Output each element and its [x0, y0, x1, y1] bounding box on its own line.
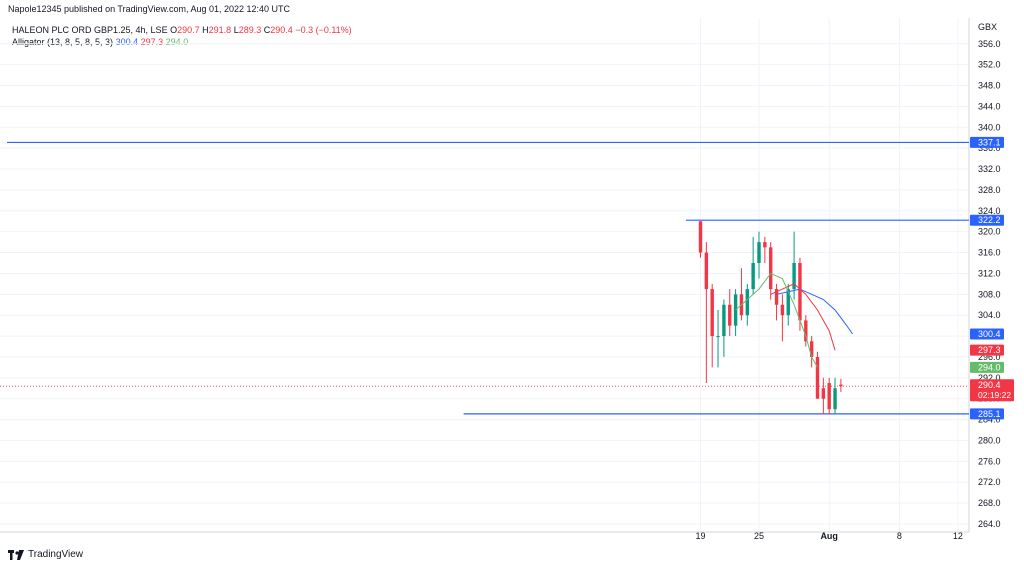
y-tick-label: 344.0: [978, 101, 1001, 111]
y-tick-label: 328.0: [978, 185, 1001, 195]
ohlc-close-label: C: [263, 25, 271, 35]
y-tick-label: 308.0: [978, 289, 1001, 299]
price-tags: 337.1 322.2 285.1 300.4 297.3 294.0 290.402:19…: [970, 136, 1014, 420]
candle-body: [804, 320, 808, 342]
grid: [0, 18, 969, 532]
ohlc-low: 289.3: [238, 25, 262, 35]
hline-tag-label: 337.1: [978, 137, 1001, 147]
y-tick-label: 264.0: [978, 519, 1001, 529]
candle-body: [833, 388, 837, 410]
ohlc-high-label: H: [202, 25, 209, 35]
x-tick-label: 8: [897, 531, 902, 541]
candle-body: [698, 221, 703, 253]
indicator-tag: [970, 328, 1004, 340]
hline-tag: [970, 214, 1004, 226]
alligator-jaw-line: [776, 288, 854, 335]
candle-body: [821, 388, 826, 399]
candle-body: [728, 304, 732, 326]
candle-body: [716, 336, 720, 338]
time-axis[interactable]: 19 25 Aug 8 12: [695, 531, 962, 541]
y-tick-label: 348.0: [978, 81, 1001, 91]
candle-body: [792, 263, 796, 290]
y-tick-label: 304.0: [978, 310, 1001, 320]
indicator-tag-label: 300.4: [978, 329, 1001, 339]
y-tick-label: 280.0: [978, 435, 1001, 445]
candle-body: [710, 289, 714, 337]
tradingview-logo-icon: [8, 549, 24, 560]
symbol-row: HALEON PLC ORD GBP1.25, 4h, LSE O290.7 H…: [12, 24, 352, 36]
y-tick-label: 276.0: [978, 456, 1001, 466]
symbol-label[interactable]: HALEON PLC ORD GBP1.25, 4h, LSE: [12, 25, 168, 35]
candle-body: [827, 383, 831, 410]
ohlc-open-label: O: [170, 25, 178, 35]
candle-body: [798, 263, 802, 321]
ohlc-low-label: L: [233, 25, 239, 35]
x-tick-label: 12: [953, 531, 963, 541]
bar-countdown-label: 02:19:22: [978, 390, 1011, 400]
candle-body: [751, 263, 755, 290]
last-price-tag: [970, 379, 1014, 402]
last-price-label: 290.4: [978, 380, 1001, 390]
horizontal-lines: [7, 141, 969, 415]
y-tick-label: 356.0: [978, 39, 1001, 49]
tradingview-footer[interactable]: TradingView: [8, 549, 83, 560]
candle-body: [722, 304, 726, 337]
price-axis[interactable]: 356.0 352.0 348.0 344.0 340.0 336.0 332.0 328.0…: [978, 39, 1001, 529]
ohlc-close: 290.4: [270, 25, 293, 35]
candle-body: [815, 356, 820, 399]
alligator-lips-line: [735, 272, 818, 368]
candle-body: [704, 252, 709, 290]
hline-tag-label: 285.1: [978, 409, 1001, 419]
y-tick-label: 332.0: [978, 164, 1001, 174]
hline-tag: [970, 408, 1004, 420]
candle-body: [780, 304, 785, 316]
y-tick-label: 352.0: [978, 60, 1001, 70]
ohlc-high: 291.8: [208, 25, 232, 35]
chart-legend: HALEON PLC ORD GBP1.25, 4h, LSE O290.7 H…: [12, 24, 352, 48]
alligator-teeth-line: [770, 283, 836, 351]
x-tick-label: Aug: [820, 531, 838, 541]
candle-body: [839, 384, 843, 387]
jaw-value: 300.4: [115, 37, 139, 47]
candle-body: [809, 341, 814, 357]
price-chart[interactable]: GBX 356.0352.0348.0344.0340.0336.0332.03…: [0, 0, 1024, 545]
y-tick-label: 316.0: [978, 248, 1001, 258]
candle-body: [769, 247, 773, 290]
y-tick-label: 320.0: [978, 227, 1001, 237]
y-tick-label: 340.0: [978, 122, 1001, 132]
y-tick-label: 284.0: [978, 415, 1001, 425]
indicator-label[interactable]: Alligator (13, 8, 5, 8, 5, 3): [12, 37, 114, 47]
y-tick-label: 292.0: [978, 373, 1001, 383]
candlesticks: [698, 221, 843, 415]
indicator-tag: [970, 361, 1004, 373]
y-tick-label: 272.0: [978, 477, 1001, 487]
x-tick-label: 19: [695, 531, 705, 541]
lips-value: 294.0: [165, 37, 189, 47]
x-tick-label: 25: [754, 531, 764, 541]
y-tick-label: 336.0: [978, 143, 1001, 153]
candle-body: [745, 289, 749, 316]
currency-label: GBX: [978, 22, 997, 32]
publish-info: Napole12345 published on TradingView.com…: [8, 4, 291, 14]
indicator-tag-label: 294.0: [978, 362, 1001, 372]
y-tick-label: 312.0: [978, 268, 1001, 278]
y-tick-label: 296.0: [978, 352, 1001, 362]
ohlc-change: −0.3 (−0.11%): [295, 25, 352, 35]
indicator-tag-label: 297.3: [978, 345, 1001, 355]
y-tick-label: 268.0: [978, 498, 1001, 508]
tradingview-brand: TradingView: [28, 549, 84, 560]
candle-body: [786, 289, 790, 316]
y-tick-label: 324.0: [978, 206, 1001, 216]
candle-body: [763, 242, 767, 248]
ohlc-open: 290.7: [177, 25, 200, 35]
hline-tag-label: 322.2: [978, 215, 1001, 225]
indicator-row: Alligator (13, 8, 5, 8, 5, 3) 300.4 297.…: [12, 36, 352, 48]
candle-body: [757, 242, 761, 263]
teeth-value: 297.3: [140, 37, 164, 47]
alligator-lines: [735, 272, 854, 368]
hline-tag: [970, 136, 1004, 148]
candle-body: [774, 289, 779, 305]
indicator-tag: [970, 344, 1004, 356]
